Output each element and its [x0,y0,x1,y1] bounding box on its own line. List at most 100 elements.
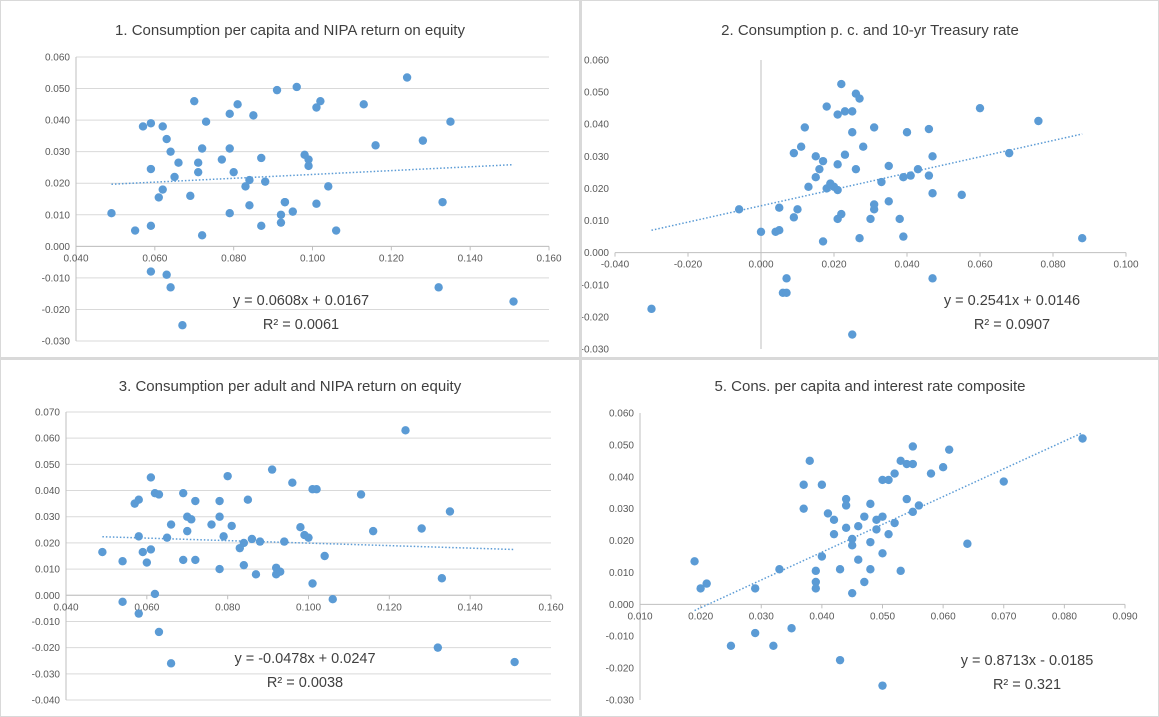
data-point [280,197,290,207]
data-point [859,142,868,151]
data-point [166,659,176,668]
data-point [855,94,864,103]
data-point [787,624,796,633]
data-point [193,158,203,167]
data-point [1005,148,1014,158]
data-point [225,209,234,218]
x-tick-label: 0.080 [1040,260,1065,271]
data-point [219,532,228,541]
data-point [276,210,286,219]
data-point [227,521,236,531]
data-point [775,565,784,574]
x-tick-label: 0.060 [142,253,167,264]
data-point [280,537,289,546]
x-tick-label: 0.100 [300,253,325,264]
r-squared-label: R² = 0.0907 [974,317,1050,333]
y-tick-label: 0.060 [584,56,609,67]
data-point [902,494,911,504]
data-point [818,237,828,246]
data-point [292,82,301,92]
data-point [895,214,904,224]
y-tick-label: -0.010 [42,273,71,284]
data-point [899,232,908,241]
y-tick-label: 0.030 [45,147,70,158]
data-point [118,597,127,607]
data-point [815,164,824,174]
data-point [445,507,455,516]
y-tick-label: 0.040 [584,120,609,131]
y-tick-label: 0.060 [45,53,70,64]
data-point [884,529,893,539]
data-point [186,191,195,201]
data-point [316,96,325,106]
data-point [775,203,784,212]
x-tick-label: 0.020 [821,260,846,271]
data-point [1078,434,1087,443]
data-point [906,171,915,180]
x-tick-label: 0.040 [894,260,919,271]
data-point [799,480,808,489]
data-point [401,426,410,435]
data-point [924,124,934,134]
data-point [267,465,277,474]
data-point [975,103,985,113]
y-tick-label: -0.010 [32,617,61,628]
y-tick-label: -0.010 [582,280,609,291]
y-tick-label: -0.020 [606,664,635,675]
data-point [257,221,266,231]
data-point [769,641,778,650]
data-point [146,267,156,276]
data-point [245,175,254,185]
data-point [782,288,791,298]
data-point [1078,234,1087,243]
data-point [304,533,313,542]
data-point [938,463,948,472]
data-point [158,122,167,131]
data-point [928,189,937,198]
data-point [243,495,253,504]
data-point [146,164,156,174]
data-point [702,579,711,588]
data-point [690,557,699,566]
data-point [847,588,857,598]
data-point [193,167,203,177]
data-point [191,496,200,506]
data-point [247,534,257,544]
data-point [138,547,147,557]
data-point [884,197,893,206]
data-point [251,570,261,579]
x-tick-label: 0.080 [1052,611,1077,622]
data-point [446,117,455,126]
data-point [811,584,821,593]
data-point [793,205,802,214]
data-point [833,110,842,119]
data-point [908,442,918,451]
x-tick-label: 0.070 [991,611,1016,622]
data-point [822,102,831,111]
x-tick-label: -0.020 [674,260,703,271]
x-tick-label: 0.140 [458,253,483,264]
data-point [896,566,905,576]
data-point [837,209,846,219]
y-tick-label: -0.030 [582,345,609,356]
chart-title: 1. Consumption per capita and NIPA retur… [115,22,465,39]
x-tick-label: 0.160 [536,253,561,264]
trendline-equation: y = 0.0608x + 0.0167 [233,293,369,309]
data-point [510,657,519,667]
data-point [225,109,234,119]
data-point [884,161,893,171]
data-point [98,547,107,557]
data-point [902,128,912,137]
data-point [217,155,227,164]
data-point [878,475,887,485]
x-tick-label: 0.160 [538,602,563,613]
data-point [811,152,820,161]
data-point [138,122,148,131]
scatter-chart-3: 3. Consumption per adult and NIPA return… [32,378,564,707]
data-point [833,185,842,195]
r-squared-label: R² = 0.0038 [267,675,343,691]
data-point [817,480,827,489]
data-point [146,545,156,554]
data-point [750,584,760,593]
y-tick-label: 0.060 [609,409,634,420]
